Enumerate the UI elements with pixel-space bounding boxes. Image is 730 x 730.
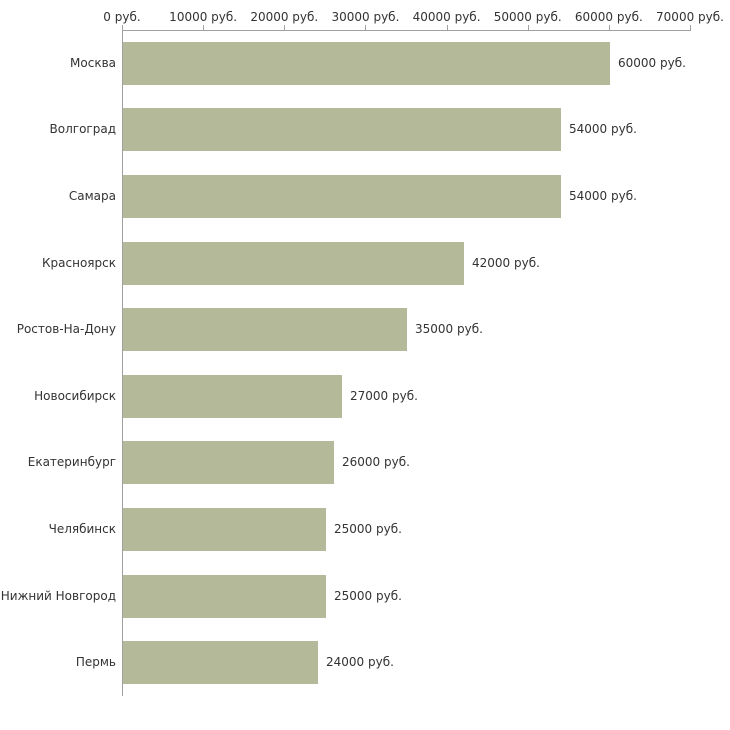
bar-7 (123, 441, 334, 484)
x-tick-label: 30000 руб. (331, 10, 400, 24)
category-label: Челябинск (48, 522, 116, 536)
bar-1 (123, 42, 610, 85)
bar-3 (123, 175, 561, 218)
x-tick-mark (365, 25, 367, 31)
value-label: 60000 руб. (618, 56, 686, 70)
value-label: 26000 руб. (342, 455, 410, 469)
category-label: Волгоград (49, 122, 116, 136)
x-tick-mark (527, 25, 529, 31)
bar-4 (123, 242, 464, 285)
bar-9 (123, 575, 326, 618)
x-tick-label: 20000 руб. (250, 10, 319, 24)
category-label: Красноярск (42, 256, 116, 270)
category-label: Самара (68, 189, 116, 203)
bar-10 (123, 641, 318, 684)
value-label: 35000 руб. (415, 322, 483, 336)
category-label: Новосибирск (34, 389, 116, 403)
bar-8 (123, 508, 326, 551)
category-label: Екатеринбург (27, 455, 116, 469)
x-tick-mark (122, 25, 123, 31)
x-tick-label: 40000 руб. (412, 10, 481, 24)
x-tick-label: 60000 руб. (574, 10, 643, 24)
x-tick-label: 70000 руб. (656, 10, 724, 24)
value-label: 25000 руб. (334, 522, 402, 536)
x-tick-mark (690, 25, 691, 31)
y-axis-line (122, 30, 123, 696)
x-tick-mark (608, 25, 610, 31)
category-label: Нижний Новгород (0, 589, 116, 603)
x-tick-label: 0 руб. (103, 10, 141, 24)
category-label: Пермь (75, 655, 116, 669)
value-label: 24000 руб. (326, 655, 394, 669)
bar-2 (123, 108, 561, 151)
bar-6 (123, 375, 342, 418)
value-label: 42000 руб. (472, 256, 540, 270)
bar-5 (123, 308, 407, 351)
category-label: Москва (70, 56, 116, 70)
x-tick-mark (446, 25, 448, 31)
x-axis-line (122, 30, 691, 31)
value-label: 54000 руб. (569, 122, 637, 136)
category-label: Ростов-На-Дону (16, 322, 116, 336)
x-tick-mark (203, 25, 205, 31)
x-tick-label: 10000 руб. (169, 10, 238, 24)
x-tick-mark (284, 25, 286, 31)
value-label: 25000 руб. (334, 589, 402, 603)
x-tick-label: 50000 руб. (493, 10, 562, 24)
value-label: 54000 руб. (569, 189, 637, 203)
value-label: 27000 руб. (350, 389, 418, 403)
